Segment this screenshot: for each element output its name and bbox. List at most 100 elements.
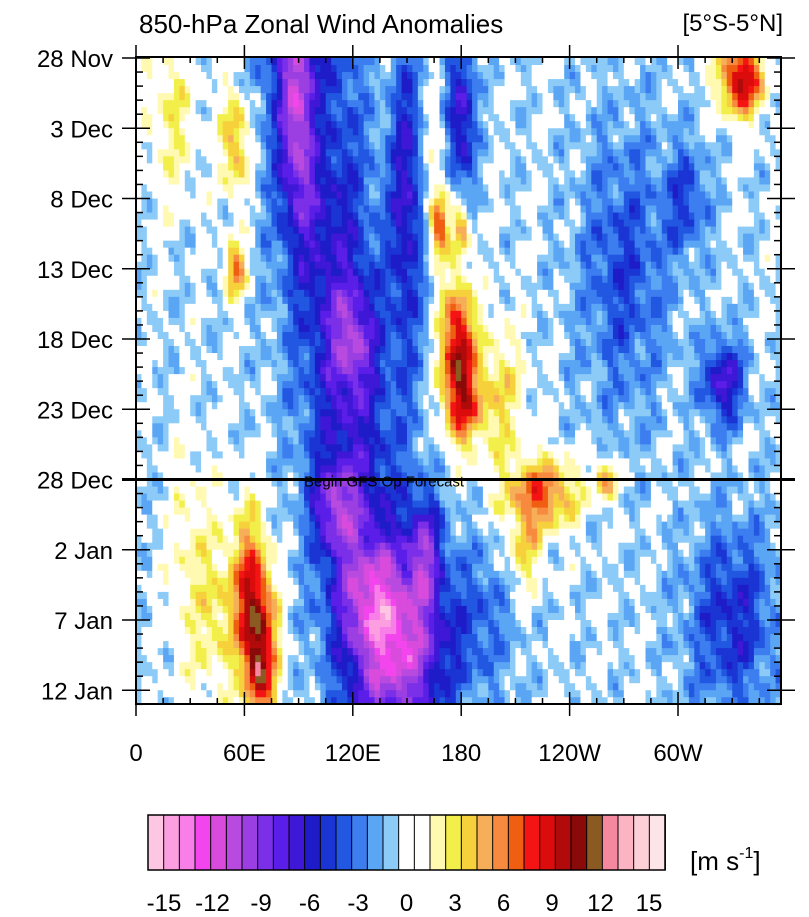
heatmap-cell bbox=[764, 317, 771, 326]
heatmap-cell bbox=[618, 86, 625, 94]
heatmap-cell bbox=[461, 339, 468, 347]
heatmap-cell bbox=[694, 219, 701, 228]
heatmap-cell bbox=[163, 296, 170, 305]
heatmap-cell bbox=[217, 226, 224, 235]
heatmap-cell bbox=[304, 205, 311, 214]
heatmap-cell bbox=[732, 163, 739, 172]
heatmap-cell bbox=[271, 282, 278, 291]
heatmap-cell bbox=[444, 317, 451, 326]
heatmap-cell bbox=[764, 346, 771, 354]
heatmap-cell bbox=[428, 163, 435, 172]
heatmap-cell bbox=[759, 240, 766, 249]
heatmap-cell bbox=[298, 107, 305, 115]
heatmap-cell bbox=[401, 107, 408, 115]
heatmap-cell bbox=[499, 289, 506, 298]
heatmap-cell bbox=[526, 240, 533, 249]
heatmap-cell bbox=[228, 79, 235, 87]
heatmap-cell bbox=[472, 212, 479, 221]
heatmap-cell bbox=[407, 156, 414, 164]
heatmap-cell bbox=[515, 79, 522, 87]
heatmap-cell bbox=[699, 346, 706, 354]
heatmap-cell bbox=[509, 135, 517, 143]
heatmap-cell bbox=[369, 303, 376, 312]
heatmap-cell bbox=[266, 121, 273, 129]
heatmap-cell bbox=[553, 331, 560, 340]
heatmap-cell bbox=[743, 156, 750, 164]
heatmap-cell bbox=[580, 331, 587, 340]
heatmap-cell bbox=[211, 198, 218, 207]
heatmap-cell bbox=[466, 317, 473, 326]
heatmap-cell bbox=[509, 100, 517, 108]
heatmap-cell bbox=[575, 226, 582, 235]
heatmap-cell bbox=[623, 324, 630, 333]
heatmap-cell bbox=[298, 177, 305, 186]
heatmap-cell bbox=[580, 310, 587, 319]
heatmap-cell bbox=[558, 233, 565, 242]
heatmap-cell bbox=[509, 86, 517, 94]
heatmap-cell bbox=[163, 135, 170, 143]
heatmap-cell bbox=[640, 100, 647, 108]
heatmap-cell bbox=[358, 114, 365, 122]
heatmap-cell bbox=[374, 212, 381, 221]
heatmap-cell bbox=[526, 205, 533, 214]
heatmap-cell bbox=[558, 212, 565, 221]
heatmap-cell bbox=[737, 247, 744, 256]
heatmap-cell bbox=[434, 289, 441, 298]
heatmap-cell bbox=[336, 198, 343, 207]
heatmap-cell bbox=[276, 135, 283, 143]
heatmap-cell bbox=[705, 247, 712, 256]
heatmap-cell bbox=[477, 282, 484, 291]
heatmap-cell bbox=[743, 317, 750, 326]
heatmap-cell bbox=[764, 331, 771, 340]
heatmap-cell bbox=[136, 346, 143, 354]
heatmap-cell bbox=[634, 184, 641, 193]
heatmap-cell bbox=[504, 261, 511, 270]
heatmap-cell bbox=[401, 303, 408, 312]
heatmap-cell bbox=[726, 107, 733, 115]
heatmap-cell bbox=[553, 79, 560, 87]
heatmap-cell bbox=[141, 289, 148, 298]
heatmap-cell bbox=[580, 58, 587, 66]
heatmap-cell bbox=[352, 226, 359, 235]
heatmap-cell bbox=[455, 100, 462, 108]
heatmap-cell bbox=[363, 254, 370, 263]
heatmap-cell bbox=[645, 79, 652, 87]
heatmap-cell bbox=[195, 226, 202, 235]
heatmap-cell bbox=[336, 339, 343, 347]
heatmap-cell bbox=[249, 212, 256, 221]
heatmap-cell bbox=[276, 219, 283, 228]
heatmap-cell bbox=[656, 65, 663, 73]
heatmap-cell bbox=[412, 79, 419, 87]
heatmap-cell bbox=[553, 247, 560, 256]
heatmap-cell bbox=[358, 339, 365, 347]
heatmap-cell bbox=[379, 240, 386, 249]
heatmap-cell bbox=[217, 121, 224, 129]
heatmap-cell bbox=[233, 114, 240, 122]
heatmap-cell bbox=[401, 346, 408, 354]
heatmap-cell bbox=[304, 282, 311, 291]
heatmap-cell bbox=[466, 254, 473, 263]
heatmap-cell bbox=[569, 128, 576, 136]
heatmap-cell bbox=[569, 317, 576, 326]
heatmap-cell bbox=[509, 58, 517, 66]
heatmap-cell bbox=[434, 261, 441, 270]
heatmap-cell bbox=[244, 331, 251, 340]
heatmap-cell bbox=[499, 72, 506, 80]
heatmap-cell bbox=[439, 100, 446, 108]
heatmap-cell bbox=[640, 226, 647, 235]
heatmap-cell bbox=[347, 289, 354, 298]
heatmap-cell bbox=[699, 268, 706, 277]
heatmap-cell bbox=[369, 247, 376, 256]
heatmap-cell bbox=[444, 177, 451, 186]
heatmap-cell bbox=[488, 254, 495, 263]
heatmap-cell bbox=[336, 324, 343, 333]
heatmap-cell bbox=[753, 324, 760, 333]
heatmap-cell bbox=[450, 261, 457, 270]
heatmap-cell bbox=[325, 170, 332, 179]
heatmap-cell bbox=[667, 121, 674, 129]
heatmap-cell bbox=[678, 107, 685, 115]
heatmap-cell bbox=[195, 324, 202, 333]
heatmap-cell bbox=[276, 339, 283, 347]
heatmap-cell bbox=[596, 226, 603, 235]
heatmap-cell bbox=[553, 212, 560, 221]
